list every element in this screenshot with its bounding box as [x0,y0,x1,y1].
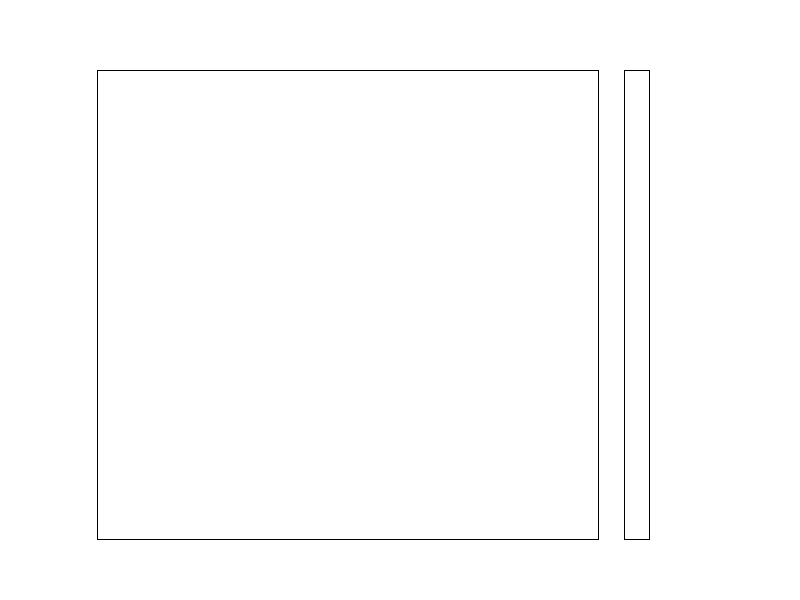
colorbar-frame [624,70,650,540]
colorbar-canvas [625,71,649,539]
heatmap-canvas [98,71,598,539]
plot-frame [97,70,599,540]
